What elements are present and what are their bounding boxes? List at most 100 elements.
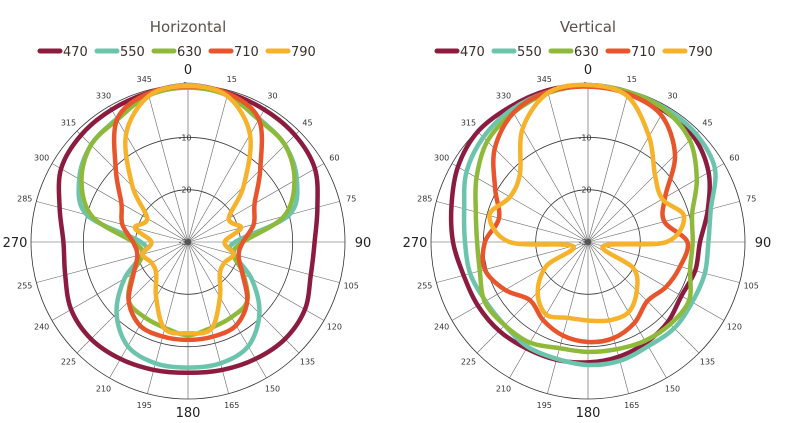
axis-label-180: 180 xyxy=(176,406,201,421)
angle-label: 285 xyxy=(17,194,32,203)
grid-spoke xyxy=(587,90,629,243)
grid-spoke xyxy=(187,241,300,354)
legend-item: 550 xyxy=(491,45,542,60)
angle-label: 300 xyxy=(34,154,49,163)
axis-label-0: 0 xyxy=(584,63,592,78)
legend-item: 790 xyxy=(662,45,713,60)
legend-label: 790 xyxy=(688,45,713,60)
angle-label: 150 xyxy=(665,384,680,393)
angle-label: 330 xyxy=(96,92,111,101)
ring-label: -10 xyxy=(178,133,191,142)
angle-label: 105 xyxy=(744,282,759,291)
angle-label: 195 xyxy=(537,401,552,410)
angle-label: 345 xyxy=(537,75,552,84)
chart-title: Vertical xyxy=(560,18,616,36)
center-dot xyxy=(185,239,191,245)
legend-item: 630 xyxy=(151,45,202,60)
axis-label-270: 270 xyxy=(3,236,28,251)
grid-spoke xyxy=(587,241,629,394)
legend-label: 550 xyxy=(517,45,542,60)
polar-chart-horizontal: Horizontal4705506307107900-10-20-3015304… xyxy=(3,18,372,421)
angle-label: 210 xyxy=(496,384,511,393)
series-line-470 xyxy=(448,82,712,365)
angle-label: 300 xyxy=(434,154,449,163)
angle-label: 15 xyxy=(627,75,637,84)
series-line-790 xyxy=(123,83,253,336)
legend-item: 710 xyxy=(605,45,656,60)
angle-label: 315 xyxy=(61,118,76,127)
grid-spoke xyxy=(587,105,667,243)
legend-label: 710 xyxy=(234,45,259,60)
angle-label: 210 xyxy=(96,384,111,393)
grid-spoke xyxy=(187,201,340,243)
grid-spoke xyxy=(187,90,229,243)
angle-label: 225 xyxy=(461,358,476,367)
grid-spoke xyxy=(587,241,700,354)
legend-label: 630 xyxy=(177,45,202,60)
angle-label: 135 xyxy=(700,358,715,367)
axis-label-270: 270 xyxy=(403,236,428,251)
angle-label: 30 xyxy=(267,92,277,101)
grid-spoke xyxy=(587,163,725,243)
angle-label: 165 xyxy=(624,401,639,410)
series-line-470 xyxy=(56,82,320,376)
legend-item: 630 xyxy=(548,45,599,60)
series-line-790 xyxy=(487,82,687,324)
ring-label: -10 xyxy=(578,133,591,142)
grid-spoke xyxy=(51,241,189,321)
grid-spoke xyxy=(587,241,740,283)
grid-spoke xyxy=(187,241,340,283)
angle-label: 120 xyxy=(727,323,742,332)
series-line-550 xyxy=(461,82,718,368)
legend-label: 550 xyxy=(120,45,145,60)
angle-label: 30 xyxy=(667,92,677,101)
angle-label: 195 xyxy=(137,401,152,410)
angle-label: 60 xyxy=(729,154,739,163)
angle-label: 75 xyxy=(746,194,756,203)
legend-item: 790 xyxy=(265,45,316,60)
grid-spoke xyxy=(109,241,189,379)
grid-spoke xyxy=(36,241,189,283)
grid-spoke xyxy=(187,105,267,243)
grid-spoke xyxy=(187,241,325,321)
angle-label: 165 xyxy=(224,401,239,410)
angle-label: 255 xyxy=(17,282,32,291)
angle-label: 60 xyxy=(329,154,339,163)
axis-label-180: 180 xyxy=(576,406,601,421)
grid-spoke xyxy=(476,241,589,354)
angle-label: 105 xyxy=(344,282,359,291)
axis-label-0: 0 xyxy=(184,63,192,78)
legend-label: 470 xyxy=(460,45,485,60)
grid-spoke xyxy=(587,241,667,379)
axis-label-90: 90 xyxy=(755,236,772,251)
legend-item: 470 xyxy=(434,45,485,60)
axis-label-90: 90 xyxy=(355,236,372,251)
legend-label: 630 xyxy=(574,45,599,60)
angle-label: 135 xyxy=(300,358,315,367)
grid-spoke xyxy=(587,130,700,243)
angle-label: 120 xyxy=(327,323,342,332)
grid-spoke xyxy=(76,241,189,354)
angle-label: 225 xyxy=(61,358,76,367)
grid-spoke xyxy=(436,201,589,243)
angle-label: 75 xyxy=(346,194,356,203)
angle-label: 240 xyxy=(34,323,49,332)
angle-label: 15 xyxy=(227,75,237,84)
angle-label: 330 xyxy=(496,92,511,101)
polar-chart-vertical: Vertical4705506307107900-10-20-301530456… xyxy=(403,18,772,421)
angle-label: 45 xyxy=(702,118,712,127)
ring-label: -20 xyxy=(578,186,591,195)
ring-label: -20 xyxy=(178,186,191,195)
series-line-710 xyxy=(111,84,265,343)
angle-label: 255 xyxy=(417,282,432,291)
legend-item: 550 xyxy=(94,45,145,60)
legend-item: 470 xyxy=(37,45,88,60)
angle-label: 285 xyxy=(417,194,432,203)
series-line-630 xyxy=(473,83,700,355)
legend-label: 470 xyxy=(63,45,88,60)
grid-spoke xyxy=(147,90,189,243)
angle-label: 240 xyxy=(434,323,449,332)
series-line-550 xyxy=(76,82,300,370)
grid-spoke xyxy=(187,241,267,379)
legend-label: 790 xyxy=(291,45,316,60)
